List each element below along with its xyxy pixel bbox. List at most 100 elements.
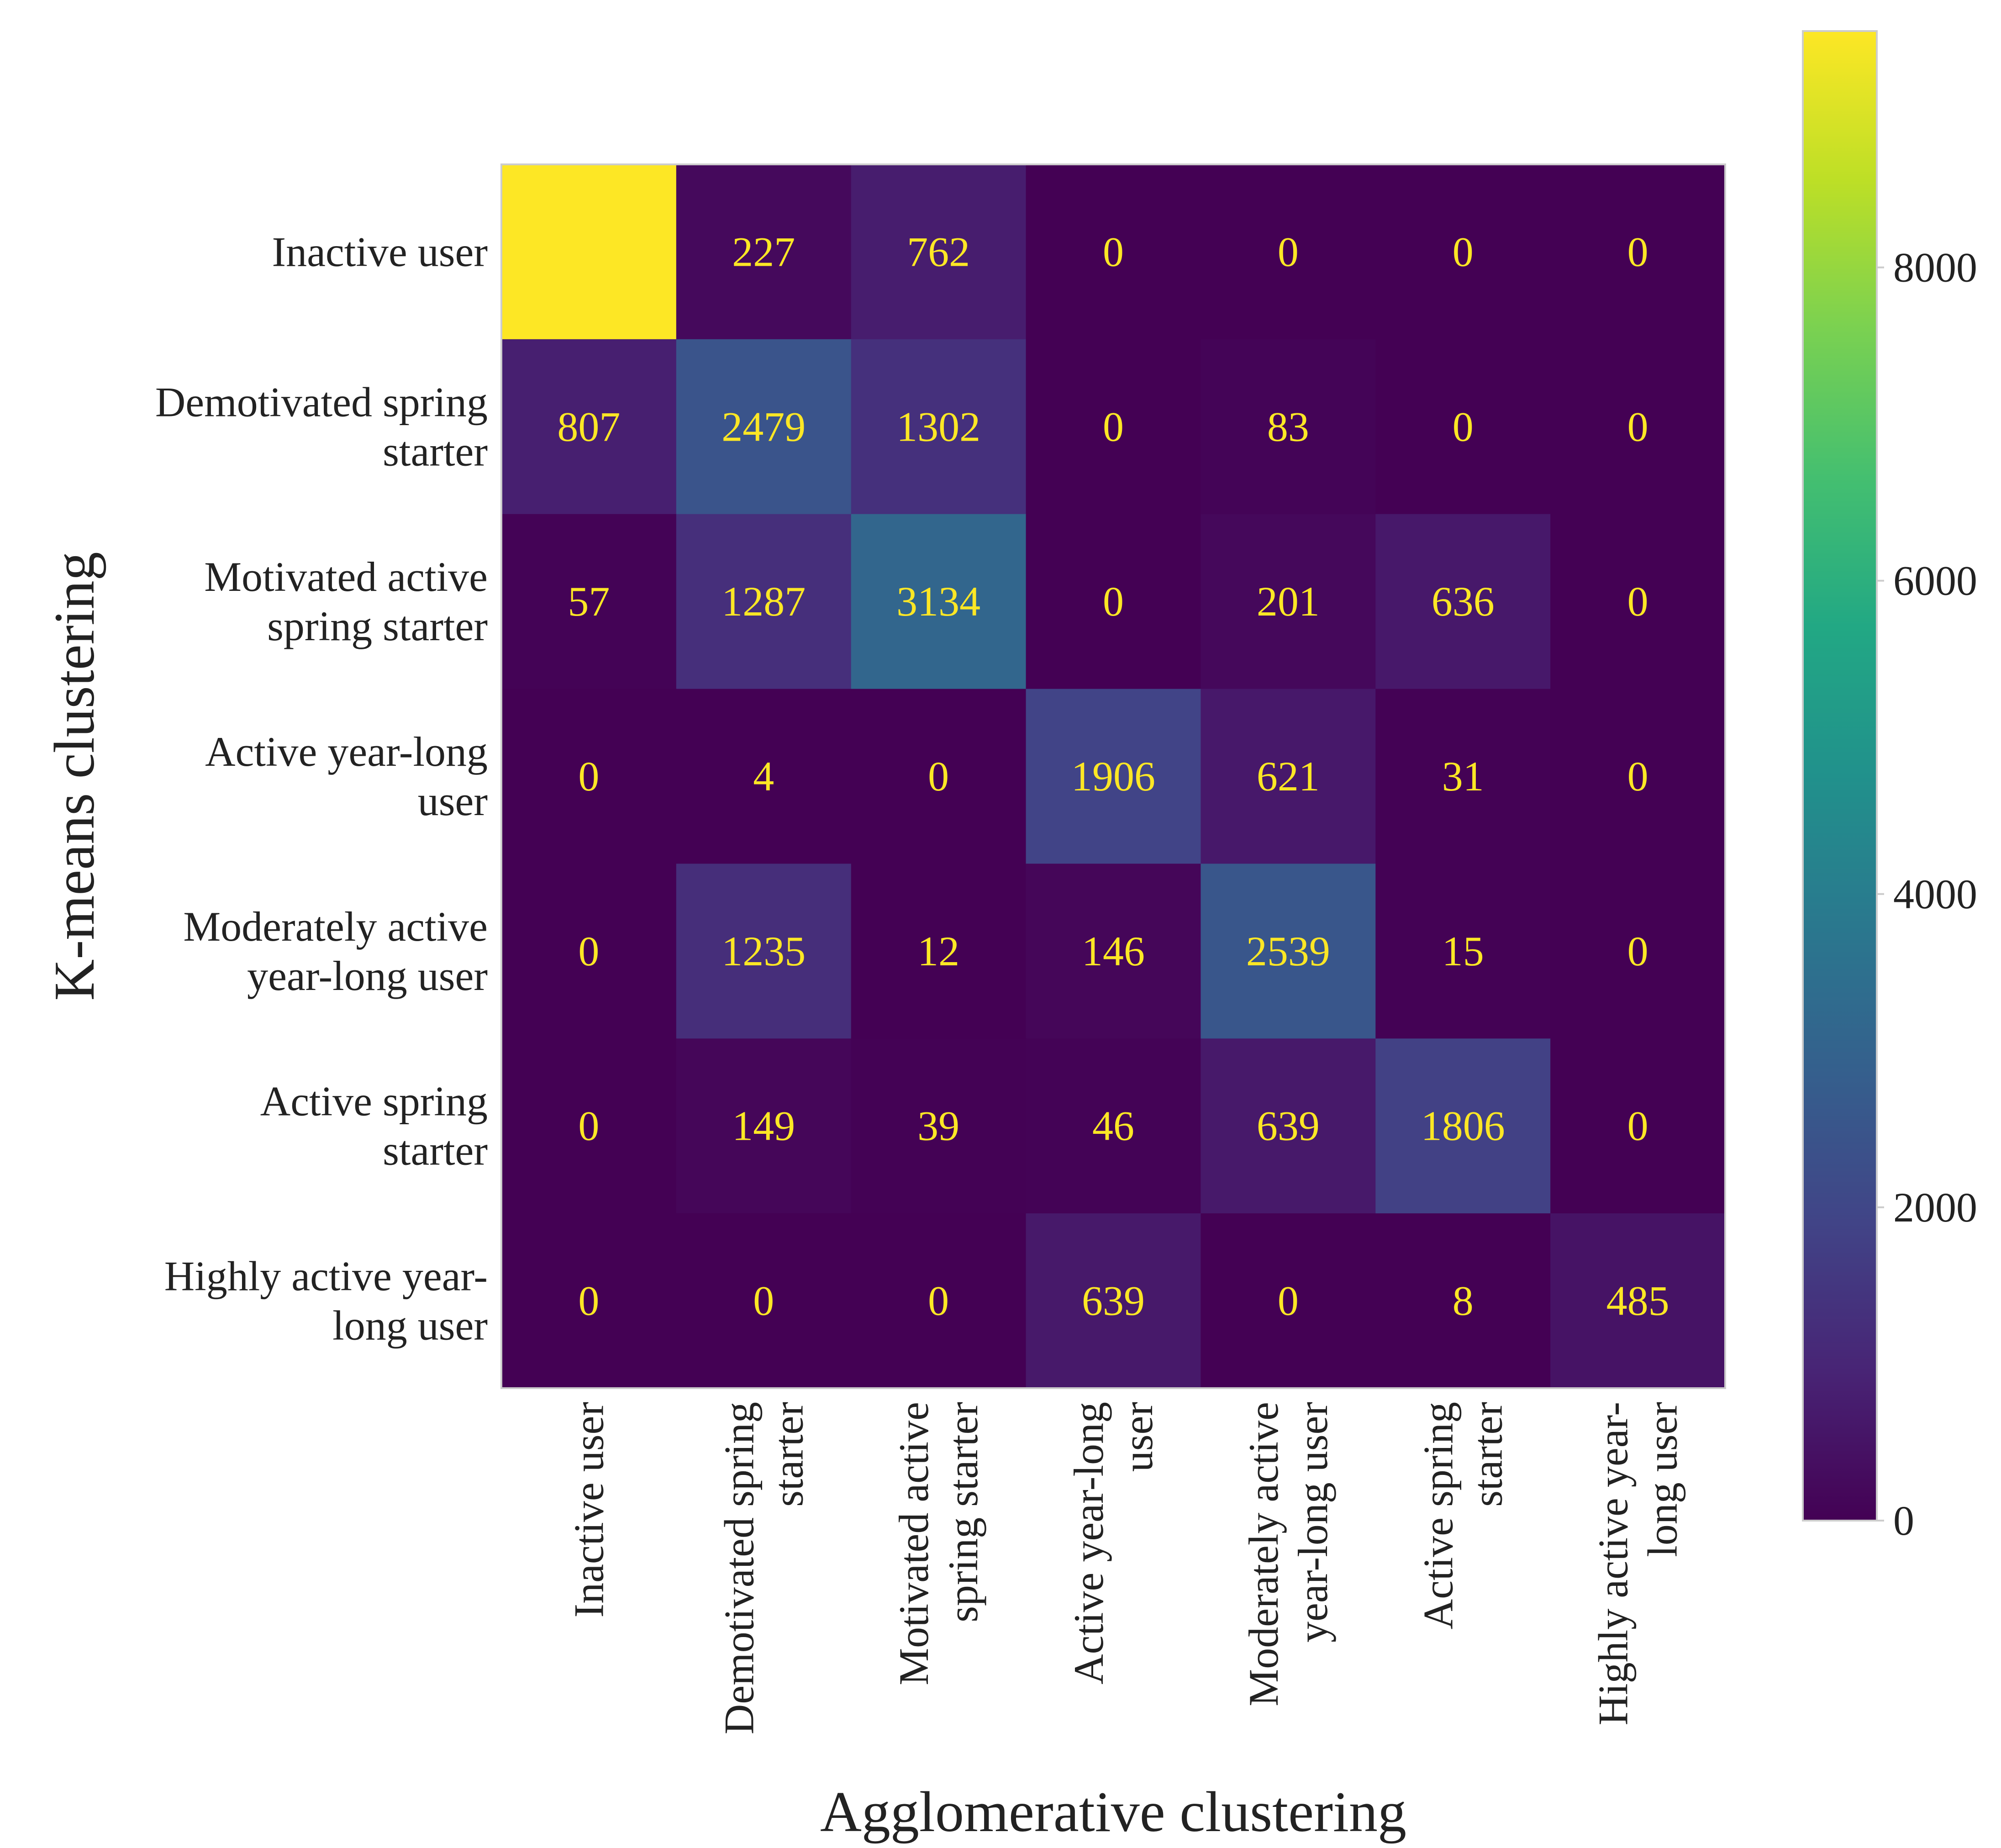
heatmap-cell — [676, 164, 852, 340]
cell-value-label: 201 — [1257, 578, 1320, 625]
colorbar-tick-label: 0 — [1893, 1497, 1914, 1544]
y-axis-label: K-means clustering — [43, 552, 106, 1000]
cell-value-label: 8 — [1453, 1278, 1474, 1324]
heatmap-cell — [1026, 863, 1201, 1039]
cell-value-label: 0 — [928, 1278, 949, 1324]
heatmap-cell — [1550, 339, 1726, 515]
heatmap-cell — [1375, 689, 1551, 864]
cell-value-label: 636 — [1432, 578, 1495, 625]
x-axis-tick-labels: Inactive user Demotivated springstarter Mo… — [565, 1402, 1685, 1734]
heatmap-cell — [1550, 164, 1726, 340]
cell-value-label: 0 — [1627, 228, 1648, 275]
heatmap-frame — [500, 163, 1726, 1389]
heatmap-cell — [851, 689, 1027, 864]
y-tick-label: Inactive user — [272, 228, 488, 275]
y-tick-label: Active year-long user — [205, 728, 488, 824]
heatmap-cell — [1201, 689, 1376, 864]
heatmap-cell — [676, 1213, 852, 1389]
heatmap-cell — [501, 1213, 677, 1389]
x-axis-label: Agglomerative clustering — [820, 1780, 1406, 1844]
x-tick-label: Motivated activespring starter — [890, 1402, 986, 1685]
cell-value-label: 2539 — [1246, 928, 1330, 974]
cell-value-label: 0 — [1627, 403, 1648, 450]
heatmap-cell — [1026, 339, 1201, 515]
heatmap-cell — [1201, 1038, 1376, 1214]
heatmap-cell — [1201, 339, 1376, 515]
heatmap-cell — [1550, 863, 1726, 1039]
heatmap-cell — [851, 863, 1027, 1039]
heatmap-cell — [501, 1038, 677, 1214]
cell-value-label: 0 — [753, 1278, 774, 1324]
cell-value-label: 9509 — [547, 228, 631, 275]
cell-value-label: 0 — [1278, 228, 1299, 275]
cell-value-label: 0 — [928, 753, 949, 800]
cell-value-label: 4 — [753, 753, 774, 800]
cell-value-label: 15 — [1442, 928, 1484, 974]
cell-value-label: 0 — [1627, 753, 1648, 800]
heatmap-cell — [676, 339, 852, 515]
heatmap-cell — [1026, 514, 1201, 690]
colorbar — [1802, 30, 1878, 1522]
cell-value-label: 0 — [1103, 403, 1124, 450]
heatmap-cell — [501, 689, 677, 864]
heatmap-cell — [1375, 1213, 1551, 1389]
cell-value-label: 0 — [578, 1103, 599, 1149]
heatmap-cell — [1201, 863, 1376, 1039]
colorbar-tick-label: 4000 — [1893, 871, 1977, 917]
cell-value-label: 1906 — [1071, 753, 1155, 800]
x-tick-label: Moderately activeyear-long user — [1240, 1402, 1336, 1706]
y-axis-tick-labels: Inactive user Demotivated spring starter Mo… — [155, 228, 488, 1348]
cell-value-label: 0 — [1103, 228, 1124, 275]
cell-value-label: 0 — [1103, 578, 1124, 625]
cell-value-label: 31 — [1442, 753, 1484, 800]
cell-value-label: 0 — [1627, 1103, 1648, 1149]
y-tick-label: Demotivated spring starter — [155, 379, 488, 474]
heatmap-cell — [676, 514, 852, 690]
y-tick-label: Moderately active year-long user — [183, 903, 488, 999]
heatmap-cell — [1026, 164, 1201, 340]
heatmap-cell — [1201, 164, 1376, 340]
heatmap-cell — [1375, 164, 1551, 340]
cell-value-label: 39 — [917, 1103, 959, 1149]
cell-value-label: 146 — [1082, 928, 1145, 974]
heatmap-cell — [676, 863, 852, 1039]
colorbar-tick-labels: 0 2000 4000 6000 8000 — [1877, 244, 1977, 1544]
heatmap-cell — [501, 339, 677, 515]
heatmap-cell — [1201, 1213, 1376, 1389]
cell-value-label: 0 — [578, 753, 599, 800]
x-tick-label: Active springstarter — [1415, 1402, 1511, 1629]
cell-value-label: 0 — [1278, 1278, 1299, 1324]
heatmap-cell-labels: 9509 227 762 0 0 0 0 807 2479 1302 0 83 0 0 57 1287 3134… — [547, 228, 1669, 1324]
cell-value-label: 0 — [1627, 578, 1648, 625]
y-tick-label: Highly active year-long user — [164, 1253, 488, 1349]
y-tick-label: Motivated active spring starter — [204, 553, 488, 649]
heatmap-cell — [501, 514, 677, 690]
heatmap-cell — [851, 339, 1027, 515]
heatmap-cell — [851, 1038, 1027, 1214]
cell-value-label: 1302 — [896, 403, 980, 450]
colorbar-tick-label: 8000 — [1893, 244, 1977, 291]
cell-value-label: 0 — [1453, 228, 1474, 275]
x-tick-label: Demotivated springstarter — [716, 1402, 811, 1734]
cell-value-label: 46 — [1092, 1103, 1134, 1149]
heatmap-cell — [1375, 514, 1551, 690]
heatmap-cell — [501, 863, 677, 1039]
cell-value-label: 485 — [1606, 1278, 1669, 1324]
heatmap-cell — [1550, 1038, 1726, 1214]
cell-value-label: 0 — [578, 928, 599, 974]
cell-value-label: 3134 — [896, 578, 980, 625]
heatmap-cell — [676, 1038, 852, 1214]
heatmap-cell — [1026, 1213, 1201, 1389]
cell-value-label: 807 — [557, 403, 620, 450]
x-tick-label: Highly active year-long user — [1590, 1402, 1686, 1725]
cell-value-label: 1235 — [721, 928, 806, 974]
heatmap-cell — [1550, 514, 1726, 690]
colorbar-tick-label: 6000 — [1893, 558, 1977, 604]
cell-value-label: 2479 — [721, 403, 806, 450]
cell-value-label: 12 — [917, 928, 959, 974]
cell-value-label: 1287 — [721, 578, 806, 625]
x-tick-label: Active year-longuser — [1065, 1402, 1161, 1685]
cell-value-label: 57 — [568, 578, 610, 625]
heatmap-cell — [1201, 514, 1376, 690]
